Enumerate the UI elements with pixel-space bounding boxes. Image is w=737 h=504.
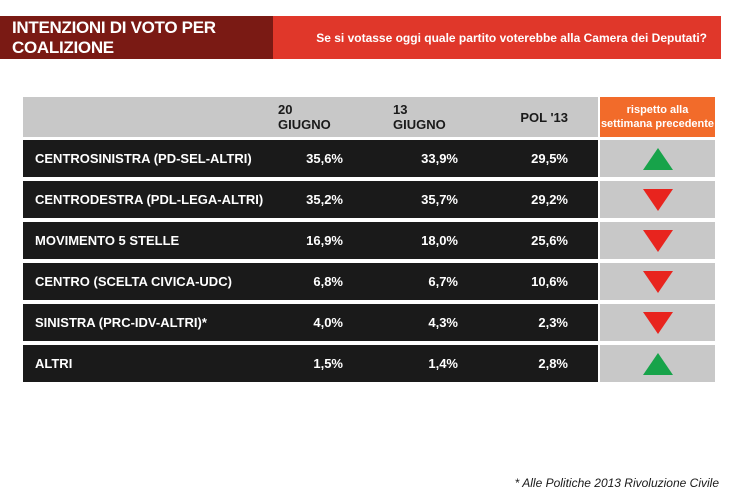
- value-20-giugno: 6,8%: [313, 274, 343, 289]
- value-pol-13: 2,3%: [538, 315, 568, 330]
- value-pol-13: 2,8%: [538, 356, 568, 371]
- row-background: [23, 222, 598, 259]
- coalition-name: CENTRODESTRA (PDL-LEGA-ALTRI): [35, 192, 264, 207]
- trend-cell: [600, 263, 715, 300]
- value-pol-13: 25,6%: [531, 233, 568, 248]
- value-13-giugno: 1,4%: [428, 356, 458, 371]
- table-header: 20 GIUGNO 13 GIUGNO POL '13: [23, 97, 598, 137]
- trend-down-icon: [642, 229, 673, 252]
- value-13-giugno: 6,7%: [428, 274, 458, 289]
- value-pol-13: 29,2%: [531, 192, 568, 207]
- trend-cell: [600, 222, 715, 259]
- trend-down-icon: [642, 311, 673, 334]
- coalition-name: ALTRI: [35, 356, 73, 371]
- value-20-giugno: 16,9%: [306, 233, 343, 248]
- trend-cell: [600, 345, 715, 382]
- page-title: INTENZIONI DI VOTO PER COALIZIONE: [0, 16, 273, 59]
- trend-down-icon: [642, 188, 673, 211]
- trend-cell: [600, 304, 715, 341]
- poll-table: 20 GIUGNO 13 GIUGNO POL '13 rispetto all…: [23, 97, 715, 382]
- value-20-giugno: 35,6%: [306, 151, 343, 166]
- trend-up-icon: [642, 147, 673, 170]
- page-title-text: INTENZIONI DI VOTO PER COALIZIONE: [12, 17, 216, 57]
- coalition-name: CENTRO (SCELTA CIVICA-UDC): [35, 274, 232, 289]
- coalition-name: CENTROSINISTRA (PD-SEL-ALTRI): [35, 151, 252, 166]
- table-row: CENTRODESTRA (PDL-LEGA-ALTRI) 35,2% 35,7% 2…: [23, 181, 715, 218]
- value-13-giugno: 33,9%: [421, 151, 458, 166]
- value-13-giugno: 18,0%: [421, 233, 458, 248]
- trend-up-icon: [642, 352, 673, 375]
- value-20-giugno: 1,5%: [313, 356, 343, 371]
- value-20-giugno: 35,2%: [306, 192, 343, 207]
- row-background: [23, 181, 598, 218]
- trend-column-header: rispetto alla settimana precedente: [600, 97, 715, 137]
- value-13-giugno: 35,7%: [421, 192, 458, 207]
- column-header-13-giugno: 13 GIUGNO: [393, 102, 446, 132]
- trend-cell: [600, 140, 715, 177]
- subtitle-text: Se si votasse oggi quale partito votereb…: [316, 30, 707, 45]
- coalition-name: SINISTRA (PRC-IDV-ALTRI)*: [35, 315, 207, 330]
- row-background: [23, 140, 598, 177]
- coalition-name: MOVIMENTO 5 STELLE: [35, 233, 180, 248]
- row-background: [23, 345, 598, 382]
- trend-cell: [600, 181, 715, 218]
- value-20-giugno: 4,0%: [313, 315, 343, 330]
- footnote: * Alle Politiche 2013 Rivoluzione Civile: [514, 476, 719, 490]
- table-row: ALTRI 1,5% 1,4% 2,8%: [23, 345, 715, 382]
- trend-header-line1: rispetto alla: [626, 104, 689, 116]
- row-background: [23, 263, 598, 300]
- column-header-20-giugno: 20 GIUGNO: [278, 102, 331, 132]
- table-row: CENTRO (SCELTA CIVICA-UDC) 6,8% 6,7% 10,6%: [23, 263, 715, 300]
- trend-down-icon: [642, 270, 673, 293]
- column-header-pol-13: POL '13: [520, 109, 568, 125]
- row-background: [23, 304, 598, 341]
- value-pol-13: 10,6%: [531, 274, 568, 289]
- table-row: SINISTRA (PRC-IDV-ALTRI)* 4,0% 4,3% 2,3%: [23, 304, 715, 341]
- value-13-giugno: 4,3%: [428, 315, 458, 330]
- trend-header-line2: settimana precedente: [600, 118, 715, 130]
- table-row: MOVIMENTO 5 STELLE 16,9% 18,0% 25,6%: [23, 222, 715, 259]
- value-pol-13: 29,5%: [531, 151, 568, 166]
- table-row: CENTROSINISTRA (PD-SEL-ALTRI) 35,6% 33,9% 2…: [23, 140, 715, 177]
- subtitle-bar: Se si votasse oggi quale partito votereb…: [273, 16, 721, 59]
